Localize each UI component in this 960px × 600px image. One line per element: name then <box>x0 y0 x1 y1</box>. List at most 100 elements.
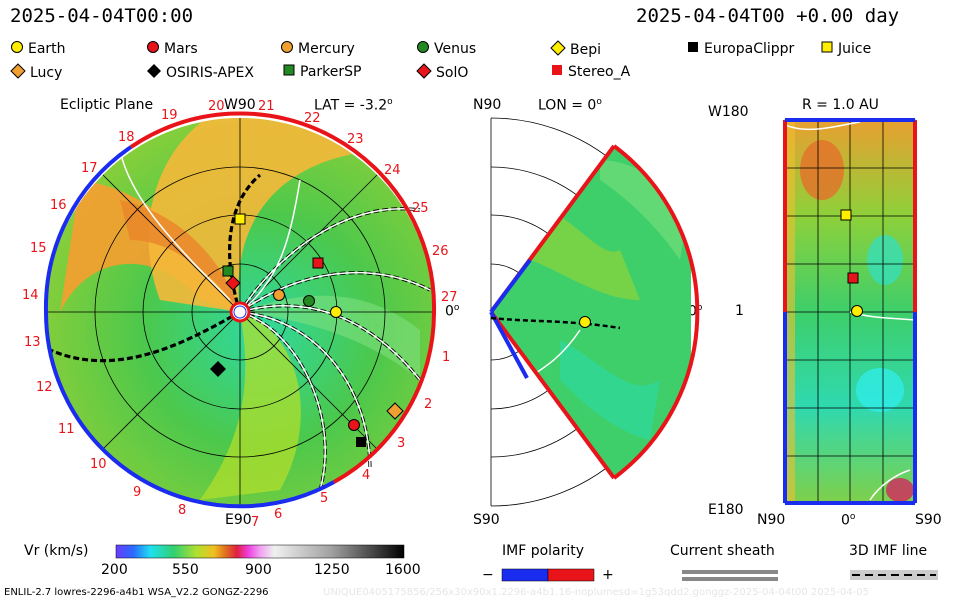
imf-plus-label: + <box>602 567 614 583</box>
carrington-label: 17 <box>81 161 98 176</box>
circle-marker-icon <box>416 40 430 58</box>
radial-stereo-a-marker <box>847 272 859 284</box>
colorbar-tick: 900 <box>245 562 272 578</box>
square-marker-icon <box>282 63 296 81</box>
carrington-label: 22 <box>304 111 321 126</box>
lucy-marker <box>386 402 404 420</box>
model-version-footer: ENLIL-2.7 lowres-2296-a4b1 WSA_V2.2 GONG… <box>4 587 269 598</box>
juice-marker <box>234 213 246 225</box>
meridional-title: LON = 0o <box>538 97 602 114</box>
radial-bottom-left: E180 <box>708 502 744 518</box>
radial-x-left: N90 <box>757 512 786 528</box>
colorbar-tick: 1600 <box>385 562 421 578</box>
stereo-a-marker <box>312 257 324 269</box>
square-marker-icon <box>550 63 564 81</box>
diamond-marker-icon <box>146 63 162 83</box>
carrington-label: 12 <box>36 380 53 395</box>
carrington-label: 24 <box>384 163 401 178</box>
carrington-label: 20 <box>208 99 225 114</box>
imf-polarity-label: IMF polarity <box>502 543 585 559</box>
carrington-label: 16 <box>50 198 67 213</box>
carrington-label: 23 <box>347 132 364 147</box>
carrington-label: 10 <box>90 457 107 472</box>
legend-mars: Mars <box>146 40 198 58</box>
carrington-label: 15 <box>30 241 47 256</box>
carrington-label: 21 <box>258 99 275 114</box>
radial-x-mid: 0o <box>841 512 856 529</box>
ecliptic-top-label: W90 <box>224 97 256 113</box>
carrington-label: 6 <box>274 507 282 522</box>
square-marker-icon <box>686 40 700 58</box>
imf3d-label: 3D IMF line <box>849 543 928 559</box>
carrington-label: 14 <box>22 288 39 303</box>
legend-europaclipper: EuropaClippr <box>686 40 794 58</box>
carrington-label: 11 <box>58 422 75 437</box>
colorbar-tick: 200 <box>101 562 128 578</box>
diamond-marker-icon <box>416 63 432 83</box>
legend-parkersp: ParkerSP <box>282 63 361 81</box>
colorbar-tick: 550 <box>172 562 199 578</box>
carrington-label: 1 <box>442 350 450 365</box>
diamond-marker-icon <box>10 63 26 83</box>
meridional-right-label: 0o <box>688 303 703 320</box>
circle-marker-icon <box>146 40 160 58</box>
radial-top-left: W180 <box>708 104 749 120</box>
carrington-label: 26 <box>432 244 449 259</box>
colorbar-label: Vr (km/s) <box>24 543 89 559</box>
run-id-footer: UNIQUE0405175856/256x30x90x1.2296-a4b1.1… <box>323 587 870 598</box>
mars-marker <box>348 419 360 431</box>
imf-minus-label: − <box>482 567 494 583</box>
legend-juice: Juice <box>820 40 871 58</box>
legend-earth: Earth <box>10 40 66 58</box>
legend-solo: SolO <box>416 63 468 83</box>
ecliptic-lat-label: LAT = -3.2o <box>314 97 393 114</box>
osiris-apex-marker <box>210 361 226 377</box>
carrington-label: 2 <box>424 397 432 412</box>
circle-marker-icon <box>280 40 294 58</box>
mercury-marker <box>273 289 285 301</box>
legend-mercury: Mercury <box>280 40 355 58</box>
solo-marker <box>225 275 241 291</box>
venus-marker <box>303 295 315 307</box>
ecliptic-bottom-label: E90 <box>225 512 252 528</box>
current-sheath-label: Current sheath <box>670 543 775 559</box>
carrington-label: 13 <box>24 335 41 350</box>
legend-lucy: Lucy <box>10 63 62 83</box>
carrington-label: 9 <box>133 485 141 500</box>
carrington-label: 25 <box>412 201 429 216</box>
diamond-marker-icon <box>550 40 566 60</box>
legend-stereo-a: Stereo_A <box>550 63 630 81</box>
legend-venus: Venus <box>416 40 476 58</box>
ecliptic-right-label: 0o <box>445 303 460 320</box>
legend-osiris-apex: OSIRIS-APEX <box>146 63 254 83</box>
carrington-label: 18 <box>118 130 135 145</box>
carrington-label: 27 <box>441 290 458 305</box>
carrington-label: 3 <box>397 436 405 451</box>
radial-juice-marker <box>840 209 852 221</box>
carrington-label: 19 <box>161 108 178 123</box>
carrington-label: 7 <box>251 515 259 530</box>
carrington-label: 4 <box>362 468 370 483</box>
earth-marker <box>330 306 342 318</box>
circle-marker-icon <box>10 40 24 58</box>
radial-x-right: S90 <box>915 512 942 528</box>
parkersp-marker <box>222 265 234 277</box>
meridional-top-left: N90 <box>473 97 502 113</box>
radial-earth-marker <box>851 305 863 317</box>
radial-title: R = 1.0 AU <box>802 97 879 113</box>
carrington-label: 8 <box>178 503 186 518</box>
square-marker-icon <box>820 40 834 58</box>
meridional-earth-marker <box>579 316 591 328</box>
colorbar-tick: 1250 <box>314 562 350 578</box>
carrington-label: 5 <box>320 491 328 506</box>
model-time: 2025-04-04T00:00 <box>10 5 194 27</box>
display-time: 2025-04-04T00 +0.00 day <box>636 5 900 27</box>
europaclipper-marker <box>356 437 366 447</box>
